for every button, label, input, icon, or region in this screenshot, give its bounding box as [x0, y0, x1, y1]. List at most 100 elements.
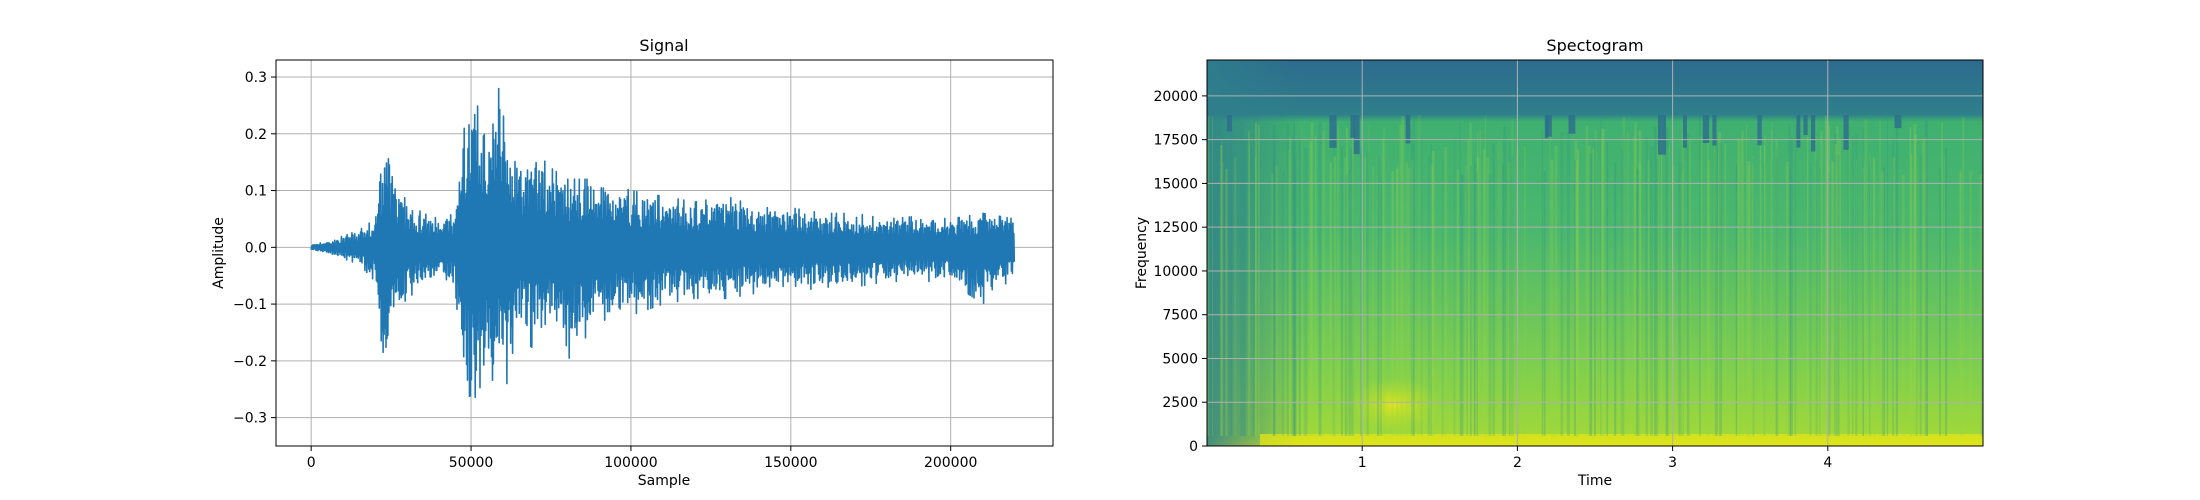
spectrogram-streak: [1600, 117, 1602, 436]
spectrogram-streak: [1714, 123, 1717, 436]
spectrogram-streak: [1909, 127, 1912, 436]
spectrogram-streak: [1524, 146, 1526, 436]
spectrogram-streak: [1634, 121, 1637, 437]
spectrogram-streak: [1484, 115, 1487, 436]
spectrogram-streak: [1681, 133, 1684, 437]
spectrogram-streak: [1654, 127, 1657, 436]
spectrogram-streak: [1585, 125, 1589, 437]
spectrogram-streak: [1638, 162, 1642, 436]
spectrogram-streak: [1960, 169, 1962, 436]
spectrogram-streak: [1303, 147, 1306, 436]
spectrogram-streak: [1588, 145, 1591, 436]
spectrogram-streak: [1273, 125, 1276, 436]
spectrogram-streak: [1752, 159, 1755, 436]
spectrogram-streak: [1515, 149, 1518, 436]
spectrogram-streak: [1310, 122, 1314, 436]
spectrogram-streak: [1700, 136, 1703, 436]
spectrogram-notch: [1405, 115, 1411, 144]
spectrogram-streak: [1752, 155, 1754, 437]
spectrogram-streak: [1473, 153, 1475, 436]
spectrogram-streak: [1431, 151, 1435, 436]
spectrogram-streak: [1622, 136, 1625, 437]
spectrogram-streak: [1794, 125, 1797, 437]
spectrogram-streak: [1221, 162, 1224, 436]
spectrogram-streak: [1315, 135, 1317, 436]
spectrogram-streak: [1883, 163, 1885, 436]
y-tick-label: 2500: [1162, 395, 1198, 411]
spectrogram-streak: [1848, 138, 1850, 436]
spectrogram-streak: [1391, 171, 1394, 436]
spectrogram-streak: [1401, 116, 1405, 436]
spectrogram-streak: [1751, 164, 1754, 437]
spectrogram-streak: [1969, 171, 1972, 436]
spectrogram-streak: [1819, 167, 1821, 436]
spectrogram-streak: [1243, 142, 1246, 436]
spectrogram-streak: [1377, 158, 1380, 436]
spectrogram-streak: [1479, 129, 1481, 436]
spectrogram-notch: [1544, 115, 1549, 139]
spectrogram-streak: [1922, 138, 1926, 436]
spectrogram-streak: [1427, 155, 1430, 436]
spectrogram-streak: [1348, 169, 1350, 436]
spectrogram-streak: [1383, 128, 1386, 436]
spectrogram-notch: [1329, 115, 1337, 148]
spectrogram-streak: [1410, 160, 1414, 436]
spectrogram-streak: [1341, 146, 1343, 436]
spectrogram-streak: [1376, 157, 1379, 437]
spectrogram-streak: [1395, 168, 1399, 436]
spectrogram-streak: [1344, 174, 1348, 436]
y-tick-label: 15000: [1153, 176, 1198, 192]
spectrogram-streak: [1275, 166, 1279, 436]
signal-y-ticks: −0.3 −0.2 −0.1 0.0 0.1 0.2 0.3: [233, 70, 276, 427]
spectrogram-streak: [1913, 123, 1917, 437]
spectrogram-streak: [1633, 136, 1636, 436]
spectrogram-streak: [1903, 174, 1906, 437]
spectrogram-streak: [1349, 148, 1353, 436]
spectrogram-streaks: [1207, 115, 1983, 437]
spectrogram-streak: [1836, 155, 1840, 436]
spectrogram-streak: [1626, 132, 1630, 436]
spectrogram-streak: [1707, 160, 1711, 436]
spectrogram-streak: [1862, 127, 1864, 436]
spectrogram-streak: [1309, 141, 1312, 437]
signal-panel: 0 50000 100000 150000 200000 −0.3 −0.2 −0.1 0.0…: [211, 36, 1054, 489]
spectrogram-streak: [1746, 124, 1748, 437]
spectrogram-streak: [1318, 121, 1322, 436]
spectrogram-streak: [1289, 137, 1292, 436]
spectrogram-streak: [1737, 138, 1740, 436]
signal-y-label: Amplitude: [211, 217, 227, 289]
spectrogram-streak: [1476, 172, 1478, 436]
spectrogram-streak: [1855, 159, 1857, 436]
signal-series: [310, 87, 1016, 398]
x-tick-label: 3: [1668, 455, 1677, 471]
spectrogram-streak: [1789, 169, 1792, 436]
spectrogram-streak: [1333, 156, 1337, 436]
spectrogram-notch: [1568, 115, 1576, 134]
spectrogram-streak: [1497, 141, 1501, 436]
spectrogram-streak: [1293, 159, 1297, 436]
spectrogram-notch: [1811, 115, 1816, 152]
spectrogram-streak: [1809, 162, 1812, 436]
spectrogram-streak: [1763, 163, 1766, 436]
spectrogram-streak: [1574, 160, 1576, 436]
spectrogram-streak: [1291, 136, 1294, 436]
spectrogram-streak: [1925, 136, 1928, 436]
spectrogram-streak: [1251, 148, 1254, 436]
y-tick-label: −0.1: [233, 297, 267, 313]
spectrogram-streak: [1926, 133, 1928, 436]
spectrogram-streak: [1660, 118, 1663, 436]
y-tick-label: 17500: [1153, 133, 1198, 149]
spectrogram-streak: [1412, 144, 1415, 437]
y-tick-label: 0.1: [245, 184, 267, 200]
spectrogram-notch: [1350, 115, 1355, 138]
spectrogram-streak: [1620, 149, 1624, 437]
x-tick-label: 200000: [924, 455, 977, 471]
spectrogram-streak: [1511, 119, 1514, 436]
spectrogram-streak: [1253, 120, 1255, 436]
spectrogram-notch: [1894, 115, 1902, 129]
spectrogram-streak: [1248, 130, 1250, 436]
spectrogram-streak: [1509, 141, 1511, 437]
spectrogram-streak: [1764, 145, 1766, 436]
spectrogram-streak: [1672, 165, 1675, 436]
signal-waveform-line: [310, 87, 1016, 398]
